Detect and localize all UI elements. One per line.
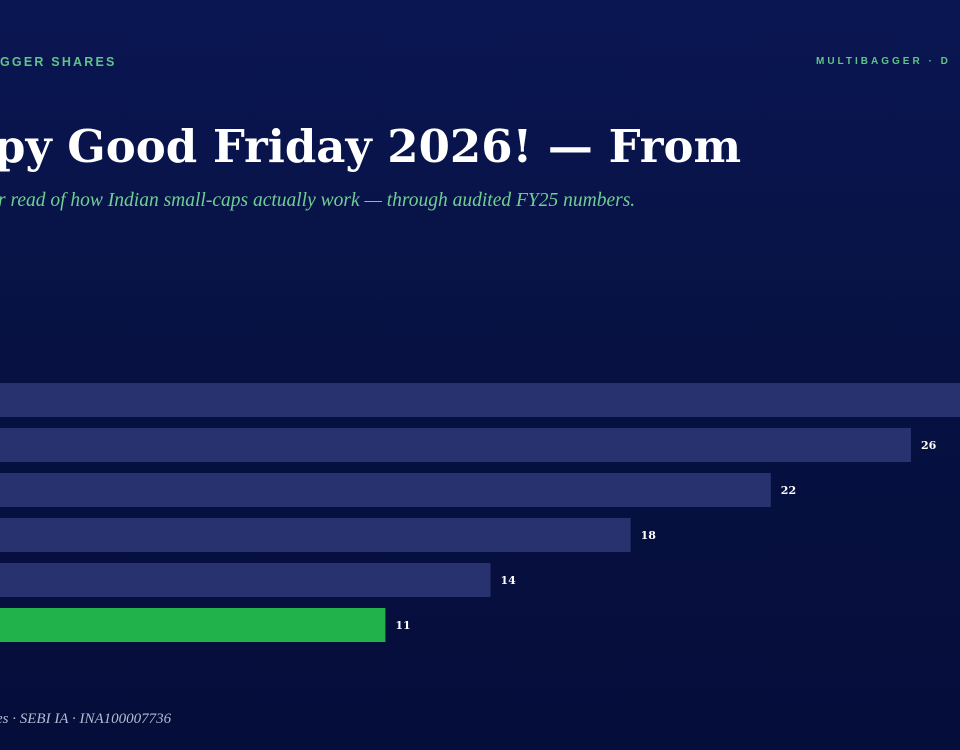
bar (0, 473, 771, 507)
bar (0, 563, 491, 597)
footer: es · SEBI IA · INA100007736 (0, 711, 172, 727)
bar (0, 608, 386, 642)
value-label: 22 (781, 484, 796, 497)
bar (0, 428, 911, 462)
value-label: 18 (641, 529, 657, 542)
subtitle: r read of how Indian small-caps actually… (0, 190, 635, 211)
brand: GGER SHARES (0, 55, 117, 69)
bar (0, 383, 960, 417)
bar (0, 518, 631, 552)
value-label: 14 (501, 574, 517, 587)
tag: MULTIBAGGER · D (816, 56, 951, 67)
value-label: 11 (395, 619, 410, 632)
title: py Good Friday 2026! — From (0, 120, 741, 173)
bar-chart: 26 22 18 14 11 (0, 383, 960, 642)
value-label: 26 (921, 439, 937, 452)
